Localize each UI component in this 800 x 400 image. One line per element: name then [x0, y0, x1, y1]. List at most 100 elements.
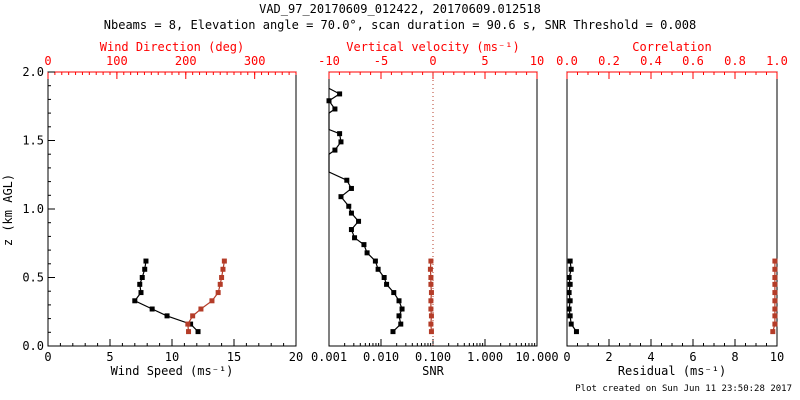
residual-bottom-tick-label: 4: [647, 350, 654, 364]
residual-panel: 0 2 4 6 8 10 0.0 0.2 0.4 0.6 0.8 1.0: [556, 54, 788, 364]
wind-speed-point: [142, 266, 148, 272]
residual-bottom-tick-label: 2: [605, 350, 612, 364]
residual-point: [566, 275, 572, 280]
snr-profile-point: [390, 329, 396, 335]
z-tick-label: 0.0: [22, 339, 44, 353]
vertical-velocity-point: [428, 329, 434, 335]
wind-speed-point: [164, 313, 170, 319]
z-tick-label: 0.5: [22, 271, 44, 285]
vertical-velocity-point: [428, 298, 434, 304]
wind-direction-point: [190, 313, 196, 319]
wind-bottom-tick-label: 15: [227, 350, 241, 364]
correlation-point: [772, 275, 778, 280]
snr-profile-series: [326, 87, 405, 335]
snr-top-tick-label: -5: [374, 54, 388, 68]
residual-top-tick-label: 0.4: [640, 54, 662, 68]
snr-profile-point: [396, 298, 402, 304]
snr-profile-point: [399, 306, 405, 312]
snr-profile-point: [352, 235, 358, 241]
residual-top-tick-label: 0.6: [682, 54, 704, 68]
correlation-point: [772, 258, 778, 264]
correlation-point: [772, 290, 778, 296]
snr-profile-point: [326, 98, 332, 104]
wind-direction-point: [215, 290, 221, 296]
residual-point: [567, 281, 573, 287]
snr-bottom-tick-label: 0.010: [363, 350, 399, 364]
residual-point: [573, 329, 579, 335]
correlation-series: [770, 258, 778, 335]
creation-timestamp: Plot created on Sun Jun 11 23:50:28 2017: [575, 384, 792, 394]
correlation-point: [772, 313, 778, 319]
residual-point: [567, 313, 573, 319]
vertical-velocity-axis-title: Vertical velocity (ms⁻¹): [346, 40, 520, 54]
wind-bottom-tick-label: 0: [44, 350, 51, 364]
snr-top-tick-label: 5: [481, 54, 488, 68]
snr-profile-point: [391, 290, 397, 296]
snr-profile-point: [384, 281, 390, 287]
vertical-velocity-point: [428, 258, 434, 264]
vertical-velocity-point: [428, 306, 434, 312]
correlation-point: [772, 281, 778, 287]
wind-top-tick-label: 0: [44, 54, 51, 68]
snr-top-tick-label: 0: [429, 54, 436, 68]
wind-direction-axis-title: Wind Direction (deg): [99, 40, 245, 54]
snr-panel: 0.001 0.010 0.100 1.000 10.000 -10 -5 0 5 10: [311, 54, 559, 364]
wind-direction-point: [217, 281, 223, 287]
residual-point: [567, 258, 573, 264]
wind-direction-point: [198, 306, 204, 312]
residual-bottom-tick-label: 10: [770, 350, 784, 364]
vertical-velocity-point: [428, 281, 434, 287]
snr-top-tick-label: 10: [530, 54, 544, 68]
correlation-point: [772, 306, 778, 312]
wind-direction-point: [209, 298, 215, 304]
correlation-point: [772, 321, 778, 327]
snr-profile-point: [348, 185, 354, 191]
wind-top-tick-label: 200: [175, 54, 197, 68]
wind-speed-point: [139, 275, 145, 280]
residual-point: [567, 298, 573, 304]
snr-profile-point: [375, 266, 381, 272]
residual-top-tick-label: 0.8: [724, 54, 746, 68]
z-tick-label: 1.5: [22, 134, 44, 148]
vertical-velocity-point: [428, 290, 434, 296]
wind-speed-point: [188, 321, 194, 327]
snr-profile-point: [332, 147, 338, 153]
residual-top-tick-label: 1.0: [766, 54, 788, 68]
snr-profile-point: [372, 258, 378, 264]
snr-profile-point: [348, 210, 354, 216]
vertical-velocity-point: [428, 321, 434, 327]
snr-profile-point: [346, 203, 352, 209]
residual-point: [568, 266, 574, 272]
snr-profile-point: [364, 250, 370, 256]
wind-top-tick-label: 300: [244, 54, 266, 68]
wind-bottom-tick-label: 5: [106, 350, 113, 364]
snr-profile-point: [361, 242, 367, 248]
residual-bottom-tick-label: 0: [563, 350, 570, 364]
snr-profile-point: [398, 321, 404, 327]
snr-profile-point: [332, 106, 338, 112]
wind-top-tick-label: 100: [106, 54, 128, 68]
residual-bottom-tick-label: 8: [731, 350, 738, 364]
correlation-point: [772, 266, 778, 272]
wind-speed-point: [195, 329, 201, 335]
snr-profile-point: [344, 177, 350, 183]
snr-bottom-tick-label: 1.000: [467, 350, 503, 364]
wind-speed-series: [132, 258, 201, 335]
wind-speed-point: [137, 281, 143, 287]
snr-profile-point: [381, 275, 387, 280]
snr-bottom-tick-label: 0.001: [311, 350, 347, 364]
wind-bottom-tick-label: 20: [289, 350, 303, 364]
residual-point: [568, 321, 574, 327]
snr-profile-point: [337, 91, 343, 97]
correlation-point: [770, 329, 776, 335]
plot-title: VAD_97_20170609_012422, 20170609.012518: [259, 2, 541, 16]
snr-bottom-tick-label: 10.000: [515, 350, 558, 364]
wind-speed-axis-title: Wind Speed (ms⁻¹): [110, 364, 234, 378]
snr-profile-point: [356, 218, 362, 224]
correlation-point: [772, 298, 778, 304]
snr-profile-point: [337, 131, 343, 137]
vertical-velocity-series: [427, 258, 434, 335]
